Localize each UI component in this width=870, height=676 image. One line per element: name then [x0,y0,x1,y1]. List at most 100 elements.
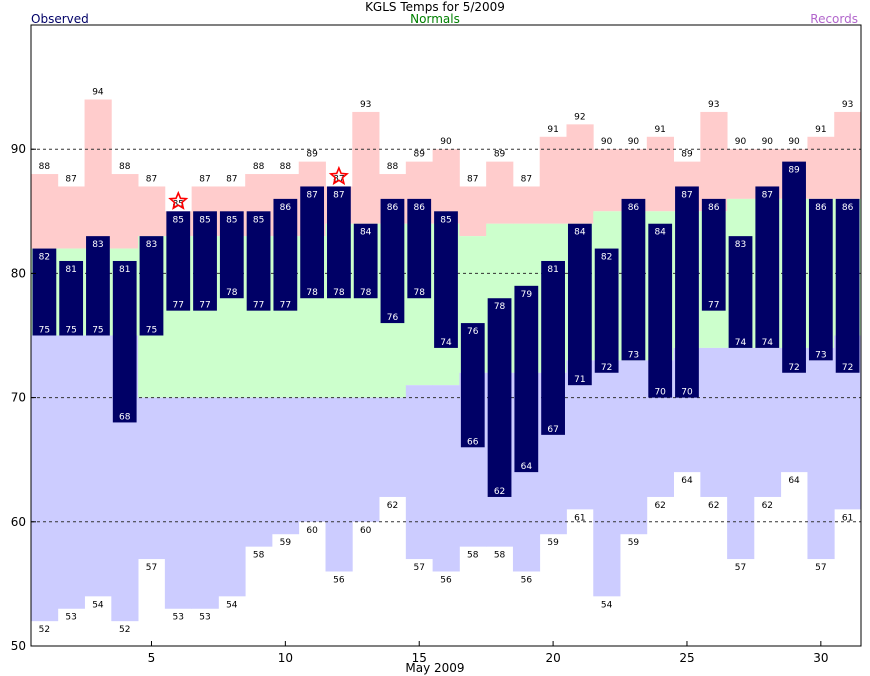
observed-bar [380,198,405,324]
observed-bar [487,298,512,497]
observed-high-label: 81 [65,265,76,275]
observed-high-label: 78 [494,302,506,312]
observed-high-label: 86 [708,203,720,213]
record-low-band [432,385,460,572]
record-low-label: 59 [280,538,292,548]
record-low-label: 53 [65,613,76,623]
observed-high-label: 87 [333,190,344,200]
observed-low-label: 77 [173,301,184,311]
observed-high-label: 85 [199,215,210,225]
observed-high-label: 81 [547,265,558,275]
observed-bar [86,236,110,336]
observed-bar [755,186,780,348]
record-high-label: 89 [494,150,506,160]
record-low-band [700,347,728,497]
y-tick-label: 90 [11,142,26,156]
observed-high-label: 85 [440,215,451,225]
observed-bar [541,260,565,435]
observed-bar [166,211,191,311]
observed-low-label: 74 [735,338,747,348]
record-low-label: 58 [467,551,479,561]
record-high-label: 87 [226,174,237,184]
x-tick-label: 30 [813,651,828,665]
record-high-label: 89 [413,150,425,160]
record-high-band [566,124,594,224]
record-high-label: 90 [628,137,640,147]
observed-high-label: 87 [306,190,317,200]
observed-low-label: 75 [92,326,103,336]
record-high-label: 88 [119,162,131,172]
record-low-label: 60 [306,526,318,536]
observed-high-label: 85 [226,215,237,225]
legend-normals: Normals [410,12,460,26]
record-high-band [834,111,862,199]
record-high-band [539,136,567,224]
observed-high-label: 84 [360,228,372,238]
record-high-label: 91 [815,125,826,135]
record-low-band [57,335,85,609]
observed-high-label: 82 [601,253,612,263]
observed-high-label: 76 [467,327,479,337]
record-high-label: 90 [788,137,800,147]
observed-bar [327,186,351,299]
observed-bar [112,260,137,423]
observed-bar [407,198,432,299]
record-high-label: 88 [39,162,51,172]
record-high-label: 91 [654,125,665,135]
record-high-band [84,99,112,249]
observed-low-label: 73 [628,350,639,360]
observed-low-label: 73 [815,350,826,360]
record-low-band [352,397,380,522]
record-low-label: 56 [333,575,345,585]
observed-high-label: 85 [173,215,184,225]
observed-low-label: 72 [842,363,853,373]
x-tick-label: 20 [545,651,560,665]
record-high-band [700,111,728,212]
observed-bar [32,248,57,336]
record-low-label: 56 [440,575,452,585]
observed-high-label: 85 [253,215,264,225]
record-low-label: 53 [173,613,184,623]
record-low-label: 54 [226,600,238,610]
record-low-label: 52 [39,625,50,635]
record-high-band [111,174,139,249]
observed-high-label: 81 [119,265,130,275]
record-low-label: 54 [601,600,613,610]
record-high-label: 88 [280,162,292,172]
record-low-band [31,335,59,622]
observed-high-label: 83 [146,240,157,250]
record-low-band [271,397,300,535]
observed-bar [782,161,806,373]
record-high-label: 88 [387,162,399,172]
observed-low-label: 74 [440,338,452,348]
observed-bar [219,211,244,299]
record-low-label: 62 [387,501,398,511]
observed-high-label: 86 [387,203,399,213]
record-high-label: 89 [306,150,318,160]
observed-low-label: 70 [654,388,666,398]
observed-high-label: 86 [815,203,827,213]
record-low-band [245,397,273,547]
record-star-icon [328,165,349,186]
record-high-label: 88 [253,162,265,172]
observed-bar [701,198,726,311]
observed-high-label: 87 [762,190,773,200]
record-low-label: 57 [735,563,746,573]
observed-low-label: 78 [360,288,372,298]
record-high-label: 93 [360,100,371,110]
observed-bar [648,223,673,398]
observed-bar [139,236,164,336]
x-tick-label: 15 [412,651,427,665]
record-low-label: 57 [413,563,424,573]
record-high-label: 92 [574,112,585,122]
y-tick-label: 70 [11,391,26,405]
observed-bar [353,223,378,299]
observed-bar [835,198,860,373]
observed-bar [514,285,539,473]
observed-bar [567,223,592,386]
observed-high-label: 86 [413,203,425,213]
record-high-band [31,174,59,249]
observed-low-label: 76 [387,313,399,323]
observed-high-label: 86 [628,203,640,213]
